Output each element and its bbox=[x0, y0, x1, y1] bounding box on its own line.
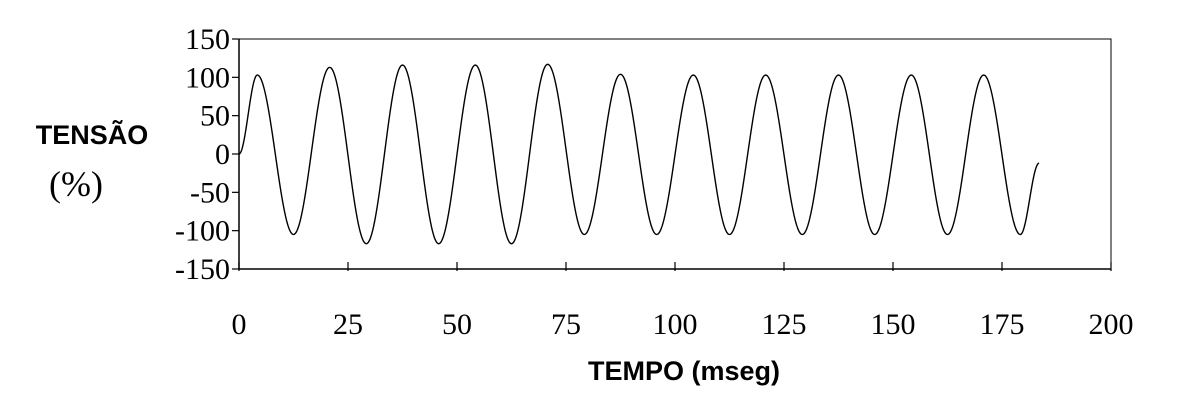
x-tick-label: 200 bbox=[1089, 308, 1134, 341]
x-tick-label: 0 bbox=[232, 308, 247, 341]
x-axis-ticks: 0 25 50 75 100 125 150 175 200 bbox=[232, 262, 1134, 341]
x-tick-label: 75 bbox=[551, 308, 581, 341]
y-tick-label: -150 bbox=[175, 253, 230, 286]
y-tick-label: 50 bbox=[200, 100, 230, 133]
voltage-waveform-line bbox=[238, 63, 1040, 245]
x-tick-label: 150 bbox=[871, 308, 916, 341]
y-tick-label: 0 bbox=[215, 138, 230, 171]
x-tick-label: 175 bbox=[980, 308, 1025, 341]
y-tick-label: 150 bbox=[185, 23, 230, 56]
y-tick-label: -100 bbox=[175, 215, 230, 248]
y-axis-unit-label: (%) bbox=[49, 164, 103, 204]
y-tick-label: -50 bbox=[190, 176, 230, 209]
y-axis-label: TENSÃO bbox=[36, 119, 149, 150]
x-tick-label: 50 bbox=[442, 308, 472, 341]
x-tick-label: 25 bbox=[333, 308, 363, 341]
x-tick-label: 125 bbox=[762, 308, 807, 341]
x-tick-label: 100 bbox=[653, 308, 698, 341]
y-tick-label: 100 bbox=[185, 61, 230, 94]
x-axis-label: TEMPO (mseg) bbox=[588, 356, 780, 386]
y-axis-ticks: 150 100 50 0 -50 -100 -150 bbox=[175, 23, 239, 286]
